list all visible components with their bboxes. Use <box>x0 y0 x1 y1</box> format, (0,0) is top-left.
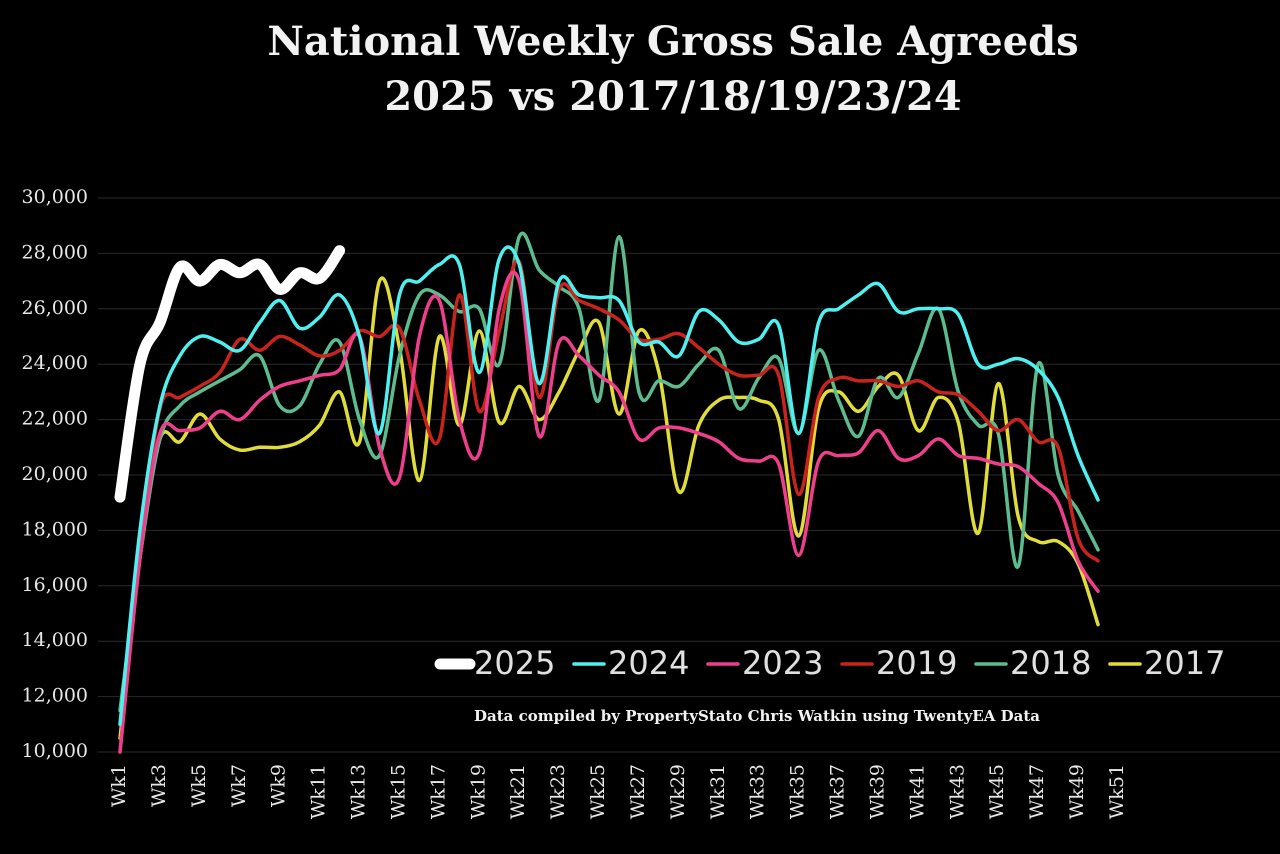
x-tick-label: Wk37 <box>827 764 849 819</box>
x-tick-label: Wk9 <box>268 764 290 807</box>
x-tick-label: Wk3 <box>148 764 170 807</box>
x-tick-label: Wk25 <box>587 764 609 819</box>
x-tick-label: Wk47 <box>1026 764 1048 819</box>
series-line <box>118 276 1100 740</box>
x-tick-label: Wk29 <box>667 764 689 819</box>
chart-subtitle: 2025 vs 2017/18/19/23/24 <box>384 73 961 120</box>
legend-label: 2023 <box>742 644 823 682</box>
x-tick-label: Wk41 <box>906 764 928 819</box>
series-line <box>118 245 1100 727</box>
x-tick-label: Wk13 <box>348 764 370 819</box>
x-tick-label: Wk35 <box>787 764 809 819</box>
y-tick-label: 22,000 <box>22 408 88 430</box>
y-tick-label: 18,000 <box>22 518 88 540</box>
y-tick-label: 20,000 <box>22 463 88 485</box>
series-line <box>118 231 1100 713</box>
series-line <box>118 258 1100 754</box>
x-tick-label: Wk19 <box>467 764 489 819</box>
x-tick-label: Wk15 <box>387 764 409 819</box>
legend: 2025 2024 2023 2019 2018 2017 <box>434 644 1225 682</box>
x-tick-label: Wk7 <box>228 764 250 807</box>
x-tick-label: Wk49 <box>1066 764 1088 819</box>
y-tick-label: 10,000 <box>22 740 88 762</box>
x-tick-label: Wk21 <box>507 764 529 819</box>
annotation: Data compiled by PropertyStato Chris Wat… <box>474 707 1040 725</box>
legend-label: 2017 <box>1144 644 1225 682</box>
x-tick-label: Wk11 <box>308 764 330 819</box>
legend-label: 2019 <box>876 644 957 682</box>
y-tick-label: 16,000 <box>22 574 88 596</box>
series-line <box>118 270 1100 754</box>
y-tick-label: 28,000 <box>22 241 88 263</box>
x-tick-label: Wk51 <box>1106 764 1128 819</box>
y-tick-label: 24,000 <box>22 352 88 374</box>
y-tick-label: 30,000 <box>22 186 88 208</box>
x-tick-label: Wk27 <box>627 764 649 819</box>
legend-label: 2018 <box>1010 644 1091 682</box>
x-tick-label: Wk23 <box>547 764 569 819</box>
x-tick-label: Wk5 <box>188 764 210 807</box>
x-tick-label: Wk31 <box>707 764 729 819</box>
x-tick-label: Wk17 <box>427 764 449 819</box>
y-tick-label: 14,000 <box>22 629 88 651</box>
series-line <box>114 245 346 503</box>
x-tick-label: Wk43 <box>946 764 968 819</box>
x-tick-label: Wk1 <box>108 764 130 807</box>
legend-label: 2024 <box>608 644 689 682</box>
x-tick-label: Wk39 <box>866 764 888 819</box>
x-tick-label: Wk45 <box>986 764 1008 819</box>
y-tick-label: 26,000 <box>22 297 88 319</box>
legend-label: 2025 <box>474 644 555 682</box>
y-tick-label: 12,000 <box>22 685 88 707</box>
chart-title: National Weekly Gross Sale Agreeds <box>267 18 1078 65</box>
x-tick-label: Wk33 <box>747 764 769 819</box>
